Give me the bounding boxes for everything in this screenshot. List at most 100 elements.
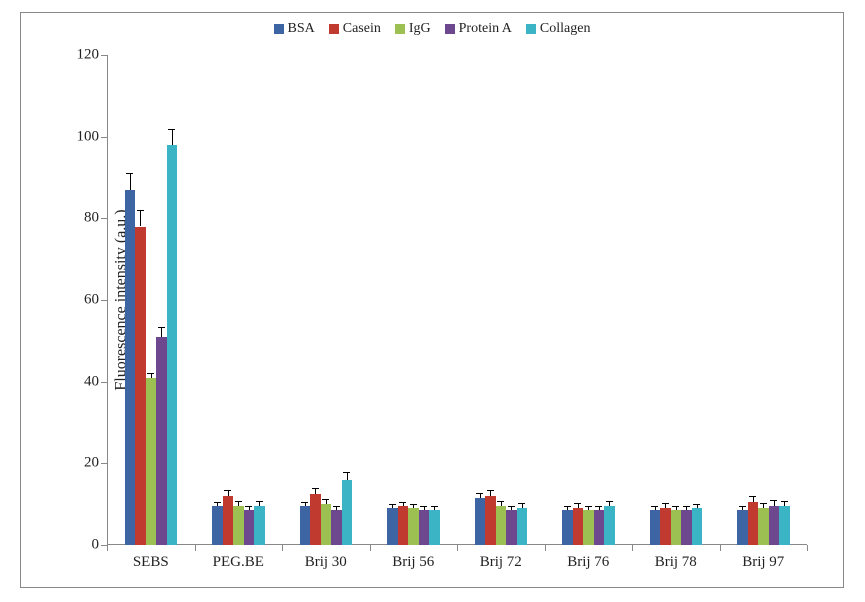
x-tick bbox=[282, 545, 283, 551]
x-tick bbox=[720, 545, 721, 551]
bar bbox=[475, 498, 486, 545]
legend-label: Casein bbox=[343, 21, 381, 37]
legend-item: IgG bbox=[395, 21, 431, 37]
y-axis bbox=[107, 55, 108, 545]
error-cap bbox=[389, 504, 396, 505]
y-tick-label: 40 bbox=[63, 373, 99, 390]
bar bbox=[125, 190, 136, 545]
error-cap bbox=[322, 499, 329, 500]
y-tick bbox=[101, 463, 107, 464]
error-cap bbox=[245, 506, 252, 507]
x-tick bbox=[545, 545, 546, 551]
y-tick bbox=[101, 137, 107, 138]
y-tick-label: 0 bbox=[63, 537, 99, 554]
legend-swatch bbox=[395, 24, 405, 34]
error-cap bbox=[770, 500, 777, 501]
bar bbox=[223, 496, 234, 545]
bar bbox=[573, 508, 584, 545]
bar bbox=[233, 506, 244, 545]
error-cap bbox=[564, 506, 571, 507]
legend-item: BSA bbox=[274, 21, 315, 37]
x-tick-label: Brij 78 bbox=[655, 554, 697, 571]
legend-item: Casein bbox=[329, 21, 381, 37]
error-cap bbox=[585, 506, 592, 507]
error-bar bbox=[130, 173, 131, 189]
x-tick bbox=[370, 545, 371, 551]
error-cap bbox=[739, 506, 746, 507]
error-cap bbox=[410, 504, 417, 505]
error-cap bbox=[147, 373, 154, 374]
error-cap bbox=[662, 503, 669, 504]
error-cap bbox=[574, 503, 581, 504]
error-cap bbox=[672, 506, 679, 507]
legend-label: Collagen bbox=[540, 21, 591, 37]
bar bbox=[671, 510, 682, 545]
legend-item: Collagen bbox=[526, 21, 591, 37]
bar bbox=[387, 508, 398, 545]
error-cap bbox=[651, 506, 658, 507]
error-cap bbox=[126, 173, 133, 174]
x-tick-label: Brij 97 bbox=[742, 554, 784, 571]
x-tick-label: Brij 76 bbox=[567, 554, 609, 571]
error-cap bbox=[781, 501, 788, 502]
error-cap bbox=[760, 503, 767, 504]
error-cap bbox=[476, 493, 483, 494]
x-tick-label: SEBS bbox=[133, 554, 169, 571]
legend-swatch bbox=[526, 24, 536, 34]
error-cap bbox=[343, 472, 350, 473]
bar bbox=[342, 480, 353, 545]
bar bbox=[594, 510, 605, 545]
bar bbox=[604, 506, 615, 545]
bar bbox=[135, 227, 146, 546]
error-cap bbox=[508, 506, 515, 507]
bar bbox=[779, 506, 790, 545]
legend-label: BSA bbox=[288, 21, 315, 37]
y-tick-label: 60 bbox=[63, 292, 99, 309]
legend-swatch bbox=[329, 24, 339, 34]
error-cap bbox=[518, 503, 525, 504]
error-bar bbox=[347, 472, 348, 480]
error-cap bbox=[420, 506, 427, 507]
error-cap bbox=[301, 502, 308, 503]
x-tick-label: Brij 72 bbox=[480, 554, 522, 571]
error-cap bbox=[137, 210, 144, 211]
legend-label: IgG bbox=[409, 21, 431, 37]
bar bbox=[212, 506, 223, 545]
y-tick bbox=[101, 218, 107, 219]
error-cap bbox=[693, 504, 700, 505]
error-cap bbox=[224, 490, 231, 491]
bar bbox=[398, 506, 409, 545]
bar bbox=[419, 510, 430, 545]
bar bbox=[496, 506, 507, 545]
bar bbox=[331, 510, 342, 545]
legend-item: Protein A bbox=[445, 21, 512, 37]
legend: BSA Casein IgG Protein A Collagen bbox=[21, 21, 843, 37]
error-cap bbox=[497, 501, 504, 502]
error-cap bbox=[333, 506, 340, 507]
error-cap bbox=[749, 496, 756, 497]
error-cap bbox=[312, 488, 319, 489]
bar bbox=[506, 510, 517, 545]
bar bbox=[583, 510, 594, 545]
x-tick bbox=[457, 545, 458, 551]
error-cap bbox=[595, 506, 602, 507]
x-tick-label: Brij 56 bbox=[392, 554, 434, 571]
x-tick bbox=[632, 545, 633, 551]
error-cap bbox=[168, 129, 175, 130]
bar bbox=[650, 510, 661, 545]
bar bbox=[167, 145, 178, 545]
y-tick-label: 120 bbox=[63, 47, 99, 64]
error-bar bbox=[172, 129, 173, 145]
y-tick-label: 80 bbox=[63, 210, 99, 227]
error-cap bbox=[487, 490, 494, 491]
bar bbox=[562, 510, 573, 545]
bar bbox=[310, 494, 321, 545]
legend-swatch bbox=[274, 24, 284, 34]
error-cap bbox=[235, 501, 242, 502]
bar bbox=[244, 510, 255, 545]
bar bbox=[769, 506, 780, 545]
bar bbox=[517, 508, 528, 545]
y-tick-label: 100 bbox=[63, 128, 99, 145]
error-cap bbox=[158, 327, 165, 328]
bar bbox=[692, 508, 703, 545]
